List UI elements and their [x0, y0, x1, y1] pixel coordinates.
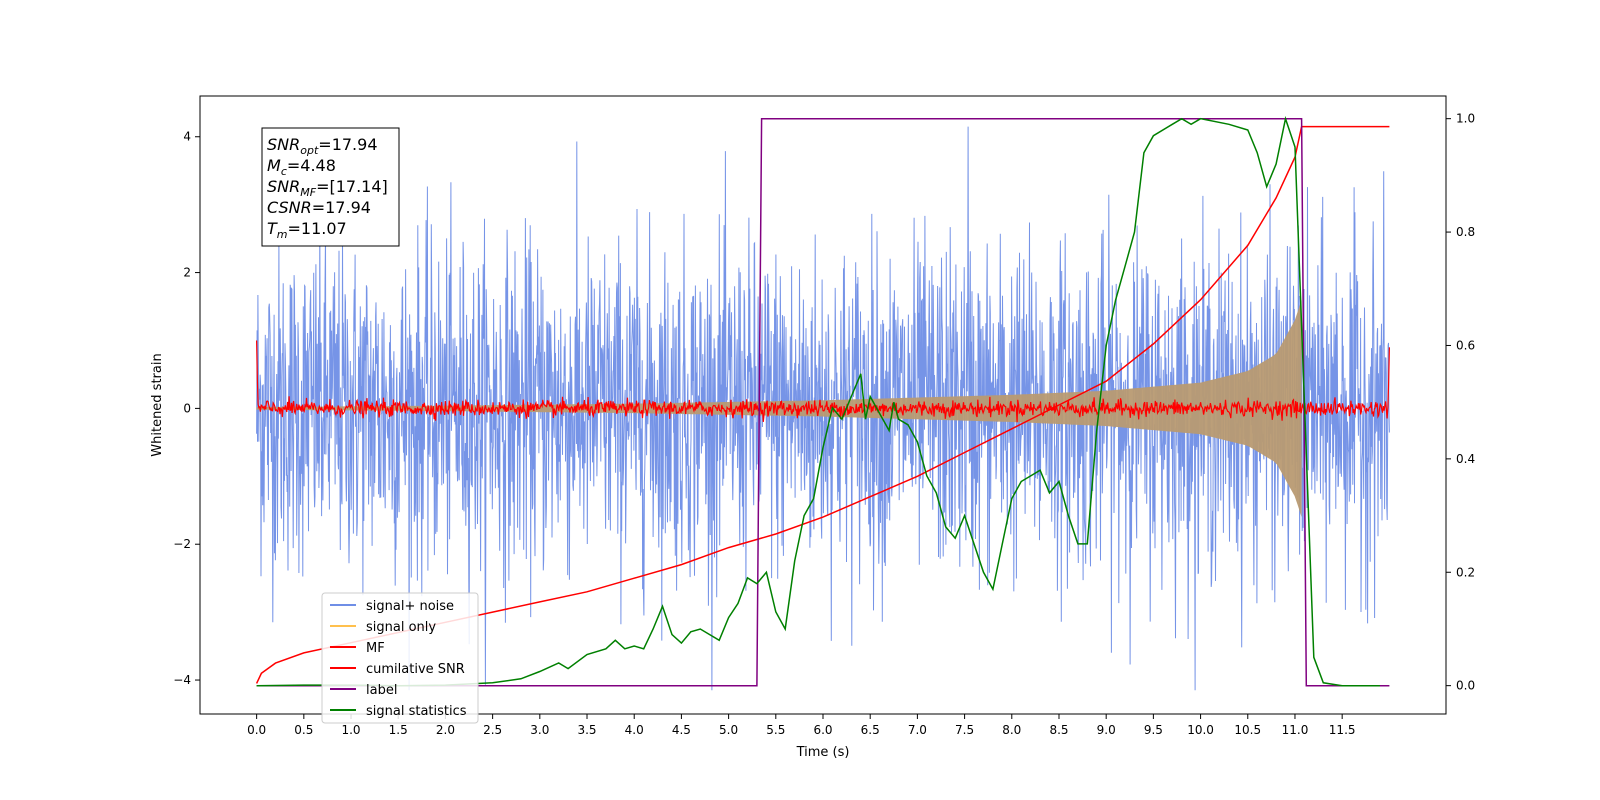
y2-tick-label: 0.0 [1456, 679, 1475, 693]
legend-entry: signal+ noise [366, 599, 454, 614]
info-line: SNRMF=[17.14] [267, 177, 388, 199]
y-tick-label: 2 [183, 266, 191, 280]
x-tick-label: 5.0 [719, 723, 738, 737]
x-tick-label: 10.5 [1234, 723, 1261, 737]
x-tick-label: 4.0 [625, 723, 644, 737]
x-tick-label: 8.5 [1049, 723, 1068, 737]
legend-frame [321, 592, 479, 724]
y-tick-label: 0 [183, 401, 191, 415]
x-tick-label: 11.0 [1282, 723, 1309, 737]
info-box: SNRopt=17.94Mc=4.48SNRMF=[17.14]CSNR=17.… [261, 127, 400, 247]
x-tick-label: 2.0 [436, 723, 455, 737]
y2-tick-label: 0.4 [1456, 452, 1475, 466]
series-signal-statistics [256, 115, 1380, 687]
y2-tick-label: 0.2 [1456, 565, 1475, 579]
x-tick-label: 6.5 [861, 723, 880, 737]
x-tick-label: 0.0 [247, 723, 266, 737]
series-signal-only [256, 299, 1302, 518]
series-signal-noise [256, 126, 1390, 691]
info-line: Tm=11.07 [267, 219, 347, 241]
x-tick-label: 5.5 [766, 723, 785, 737]
y2-tick-label: 0.8 [1456, 225, 1475, 239]
x-tick-label: 7.0 [908, 723, 927, 737]
y-tick-label: −4 [173, 673, 191, 687]
x-axis-label: Time (s) [796, 745, 850, 760]
info-line: Mc=4.48 [267, 156, 336, 178]
x-tick-label: 9.0 [1097, 723, 1116, 737]
legend-entry: signal statistics [366, 704, 467, 719]
x-tick-label: 8.0 [1002, 723, 1021, 737]
y-axis-label: Whitened strain [150, 353, 165, 456]
series-label [256, 117, 1390, 687]
x-tick-label: 9.5 [1144, 723, 1163, 737]
legend-entry: cumilative SNR [366, 662, 465, 677]
legend: signal+ noise signal only MF cumilative SNR… [321, 592, 479, 724]
y-tick-label: 4 [183, 130, 191, 144]
x-tick-label: 0.5 [294, 723, 313, 737]
x-tick-label: 7.5 [955, 723, 974, 737]
x-tick-label: 10.0 [1187, 723, 1214, 737]
legend-entry: label [366, 683, 397, 698]
info-box-frame [261, 127, 400, 247]
y2-tick-label: 0.6 [1456, 338, 1475, 352]
x-tick-label: 11.5 [1329, 723, 1356, 737]
info-line: SNRopt=17.94 [267, 135, 378, 157]
x-tick-label: 3.0 [530, 723, 549, 737]
x-tick-label: 6.0 [813, 723, 832, 737]
x-tick-label: 3.5 [577, 723, 596, 737]
x-tick-label: 1.5 [389, 723, 408, 737]
axes: 0.0 0.5 1.0 1.5 2.0 2.5 3.0 3.5 4.0 4.5 5.0 5.5 6.0 6… [173, 112, 1475, 737]
legend-entry: MF [366, 641, 385, 656]
series-mf [256, 340, 1390, 423]
x-tick-label: 4.5 [672, 723, 691, 737]
legend-entry: signal only [366, 620, 436, 635]
y2-tick-label: 1.0 [1456, 112, 1475, 126]
x-tick-label: 1.0 [341, 723, 360, 737]
x-tick-label: 2.5 [483, 723, 502, 737]
y-tick-label: −2 [173, 537, 191, 551]
info-line: CSNR=17.94 [267, 198, 371, 217]
